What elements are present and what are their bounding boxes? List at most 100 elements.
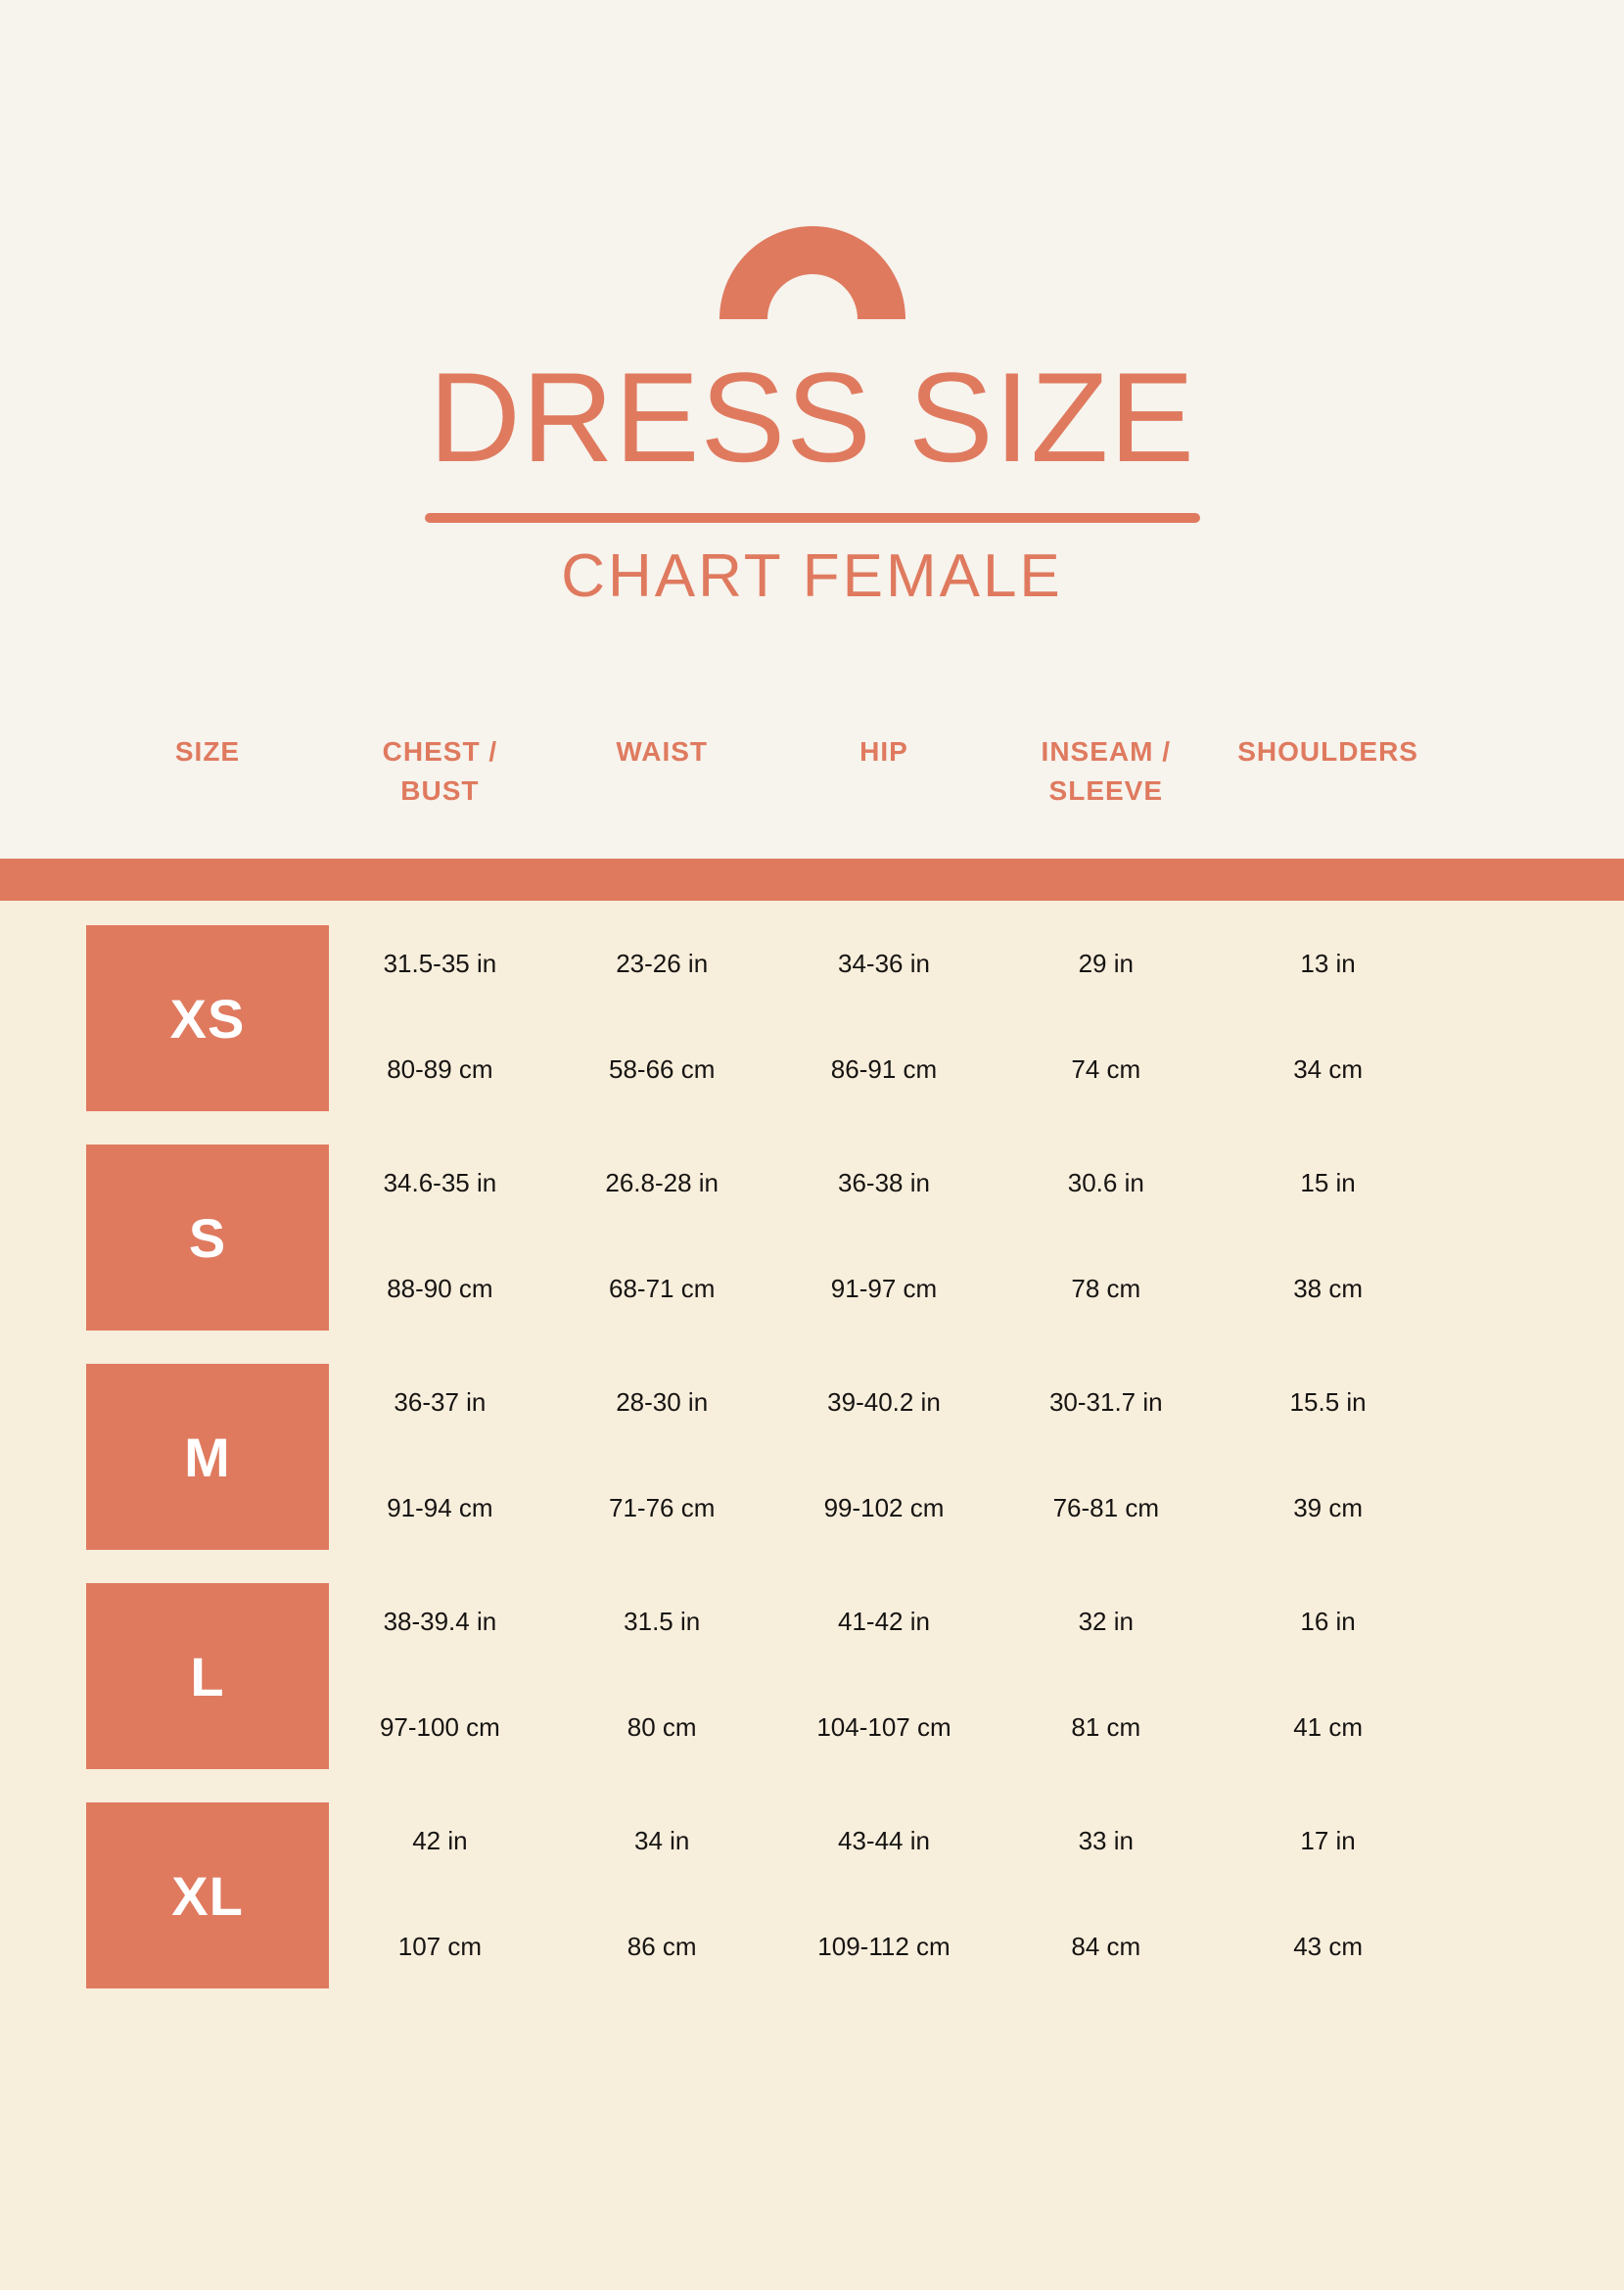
value-inches: 36-37 in [394, 1387, 487, 1417]
value-centimeters: 88-90 cm [387, 1274, 493, 1303]
column-header-hip: HIP [773, 732, 996, 811]
cell-inseam-sleeve: 32 in 81 cm [995, 1583, 1217, 1769]
cell-chest-bust: 34.6-35 in 88-90 cm [329, 1145, 551, 1331]
cell-chest-bust: 36-37 in 91-94 cm [329, 1364, 551, 1550]
cell-chest-bust: 42 in 107 cm [329, 1802, 551, 1988]
value-centimeters: 86-91 cm [830, 1054, 938, 1084]
table-body: XS 31.5-35 in 80-89 cm 23-26 in 58-66 cm… [0, 901, 1624, 1988]
cell-hip: 36-38 in 91-97 cm [773, 1145, 996, 1331]
cell-waist: 34 in 86 cm [551, 1802, 773, 1988]
table-row-s: S 34.6-35 in 88-90 cm 26.8-28 in 68-71 c… [86, 1145, 1439, 1331]
size-label: M [184, 1425, 231, 1488]
value-centimeters: 39 cm [1293, 1493, 1363, 1522]
value-inches: 33 in [1078, 1826, 1134, 1855]
value-inches: 38-39.4 in [383, 1607, 497, 1636]
column-header-inseam-sleeve: INSEAM / SLEEVE [995, 732, 1217, 811]
value-centimeters: 34 cm [1293, 1054, 1363, 1084]
value-centimeters: 80-89 cm [387, 1054, 493, 1084]
cell-inseam-sleeve: 30-31.7 in 76-81 cm [995, 1364, 1217, 1550]
column-header-waist: WAIST [551, 732, 773, 811]
column-header-line: SLEEVE [1048, 774, 1164, 806]
table-row-m: M 36-37 in 91-94 cm 28-30 in 71-76 cm 39… [86, 1364, 1439, 1550]
value-inches: 28-30 in [616, 1387, 709, 1417]
cell-hip: 34-36 in 86-91 cm [773, 925, 996, 1111]
value-centimeters: 91-97 cm [830, 1274, 938, 1303]
size-badge: L [86, 1583, 329, 1769]
cell-waist: 31.5 in 80 cm [551, 1583, 773, 1769]
size-badge: S [86, 1145, 329, 1331]
value-inches: 30.6 in [1067, 1168, 1144, 1197]
value-inches: 43-44 in [838, 1826, 930, 1855]
cell-shoulders: 16 in 41 cm [1217, 1583, 1439, 1769]
title-divider-line [424, 512, 1200, 523]
cell-chest-bust: 31.5-35 in 80-89 cm [329, 925, 551, 1111]
value-centimeters: 41 cm [1293, 1712, 1363, 1742]
cell-hip: 41-42 in 104-107 cm [773, 1583, 996, 1769]
column-header-line: SIZE [174, 735, 241, 767]
table-header-row: SIZE CHEST / BUST WAIST HIP INSEAM / SLE… [86, 732, 1439, 811]
value-centimeters: 80 cm [626, 1712, 697, 1742]
size-label: L [190, 1645, 225, 1707]
value-centimeters: 109-112 cm [817, 1932, 951, 1961]
cell-inseam-sleeve: 33 in 84 cm [995, 1802, 1217, 1988]
value-centimeters: 91-94 cm [387, 1493, 493, 1522]
cell-inseam-sleeve: 30.6 in 78 cm [995, 1145, 1217, 1331]
cell-chest-bust: 38-39.4 in 97-100 cm [329, 1583, 551, 1769]
value-centimeters: 68-71 cm [609, 1274, 716, 1303]
value-centimeters: 104-107 cm [816, 1712, 951, 1742]
table-row-xs: XS 31.5-35 in 80-89 cm 23-26 in 58-66 cm… [86, 925, 1439, 1111]
column-header-chest-bust: CHEST / BUST [329, 732, 551, 811]
value-centimeters: 86 cm [626, 1932, 697, 1961]
value-inches: 13 in [1300, 949, 1356, 978]
arch-icon-cutout [766, 274, 858, 319]
cell-shoulders: 15 in 38 cm [1217, 1145, 1439, 1331]
size-label: S [188, 1206, 227, 1269]
column-header-line: CHEST / [382, 735, 498, 767]
size-label: XS [169, 987, 246, 1050]
column-header-line: BUST [400, 774, 480, 806]
value-inches: 31.5-35 in [383, 949, 497, 978]
cell-shoulders: 17 in 43 cm [1217, 1802, 1439, 1988]
cell-waist: 26.8-28 in 68-71 cm [551, 1145, 773, 1331]
value-inches: 16 in [1300, 1607, 1356, 1636]
value-inches: 15 in [1300, 1168, 1356, 1197]
column-header-line: INSEAM / [1041, 735, 1172, 767]
value-centimeters: 43 cm [1293, 1932, 1363, 1961]
column-header-shoulders: SHOULDERS [1217, 732, 1439, 811]
value-inches: 31.5 in [624, 1607, 701, 1636]
value-inches: 26.8-28 in [605, 1168, 719, 1197]
column-header-line: SHOULDERS [1237, 735, 1418, 767]
value-centimeters: 84 cm [1071, 1932, 1141, 1961]
table-row-xl: XL 42 in 107 cm 34 in 86 cm 43-44 in 109… [86, 1802, 1439, 1988]
table-row-l: L 38-39.4 in 97-100 cm 31.5 in 80 cm 41-… [86, 1583, 1439, 1769]
size-label: XL [171, 1864, 244, 1927]
value-inches: 42 in [412, 1826, 468, 1855]
value-centimeters: 99-102 cm [823, 1493, 945, 1522]
column-header-line: HIP [859, 735, 908, 767]
value-inches: 34-36 in [838, 949, 930, 978]
top-section: DRESS SIZE CHART FEMALE SIZE CHEST / BUS… [0, 0, 1624, 859]
cell-hip: 39-40.2 in 99-102 cm [773, 1364, 996, 1550]
value-inches: 41-42 in [838, 1607, 930, 1636]
value-inches: 23-26 in [616, 949, 709, 978]
value-centimeters: 107 cm [397, 1932, 483, 1961]
cell-inseam-sleeve: 29 in 74 cm [995, 925, 1217, 1111]
value-centimeters: 78 cm [1071, 1274, 1141, 1303]
value-centimeters: 74 cm [1071, 1054, 1141, 1084]
column-header-size: SIZE [86, 732, 329, 811]
header-divider-bar [0, 859, 1624, 901]
size-badge: XS [86, 925, 329, 1111]
cell-waist: 28-30 in 71-76 cm [551, 1364, 773, 1550]
value-inches: 30-31.7 in [1048, 1387, 1163, 1417]
value-inches: 39-40.2 in [827, 1387, 941, 1417]
value-centimeters: 81 cm [1071, 1712, 1141, 1742]
value-centimeters: 38 cm [1293, 1274, 1363, 1303]
size-badge: XL [86, 1802, 329, 1988]
page-title: DRESS SIZE [429, 346, 1195, 489]
cell-waist: 23-26 in 58-66 cm [551, 925, 773, 1111]
page-subtitle: CHART FEMALE [561, 541, 1063, 610]
value-inches: 34 in [634, 1826, 690, 1855]
value-inches: 36-38 in [838, 1168, 930, 1197]
value-centimeters: 76-81 cm [1052, 1493, 1159, 1522]
